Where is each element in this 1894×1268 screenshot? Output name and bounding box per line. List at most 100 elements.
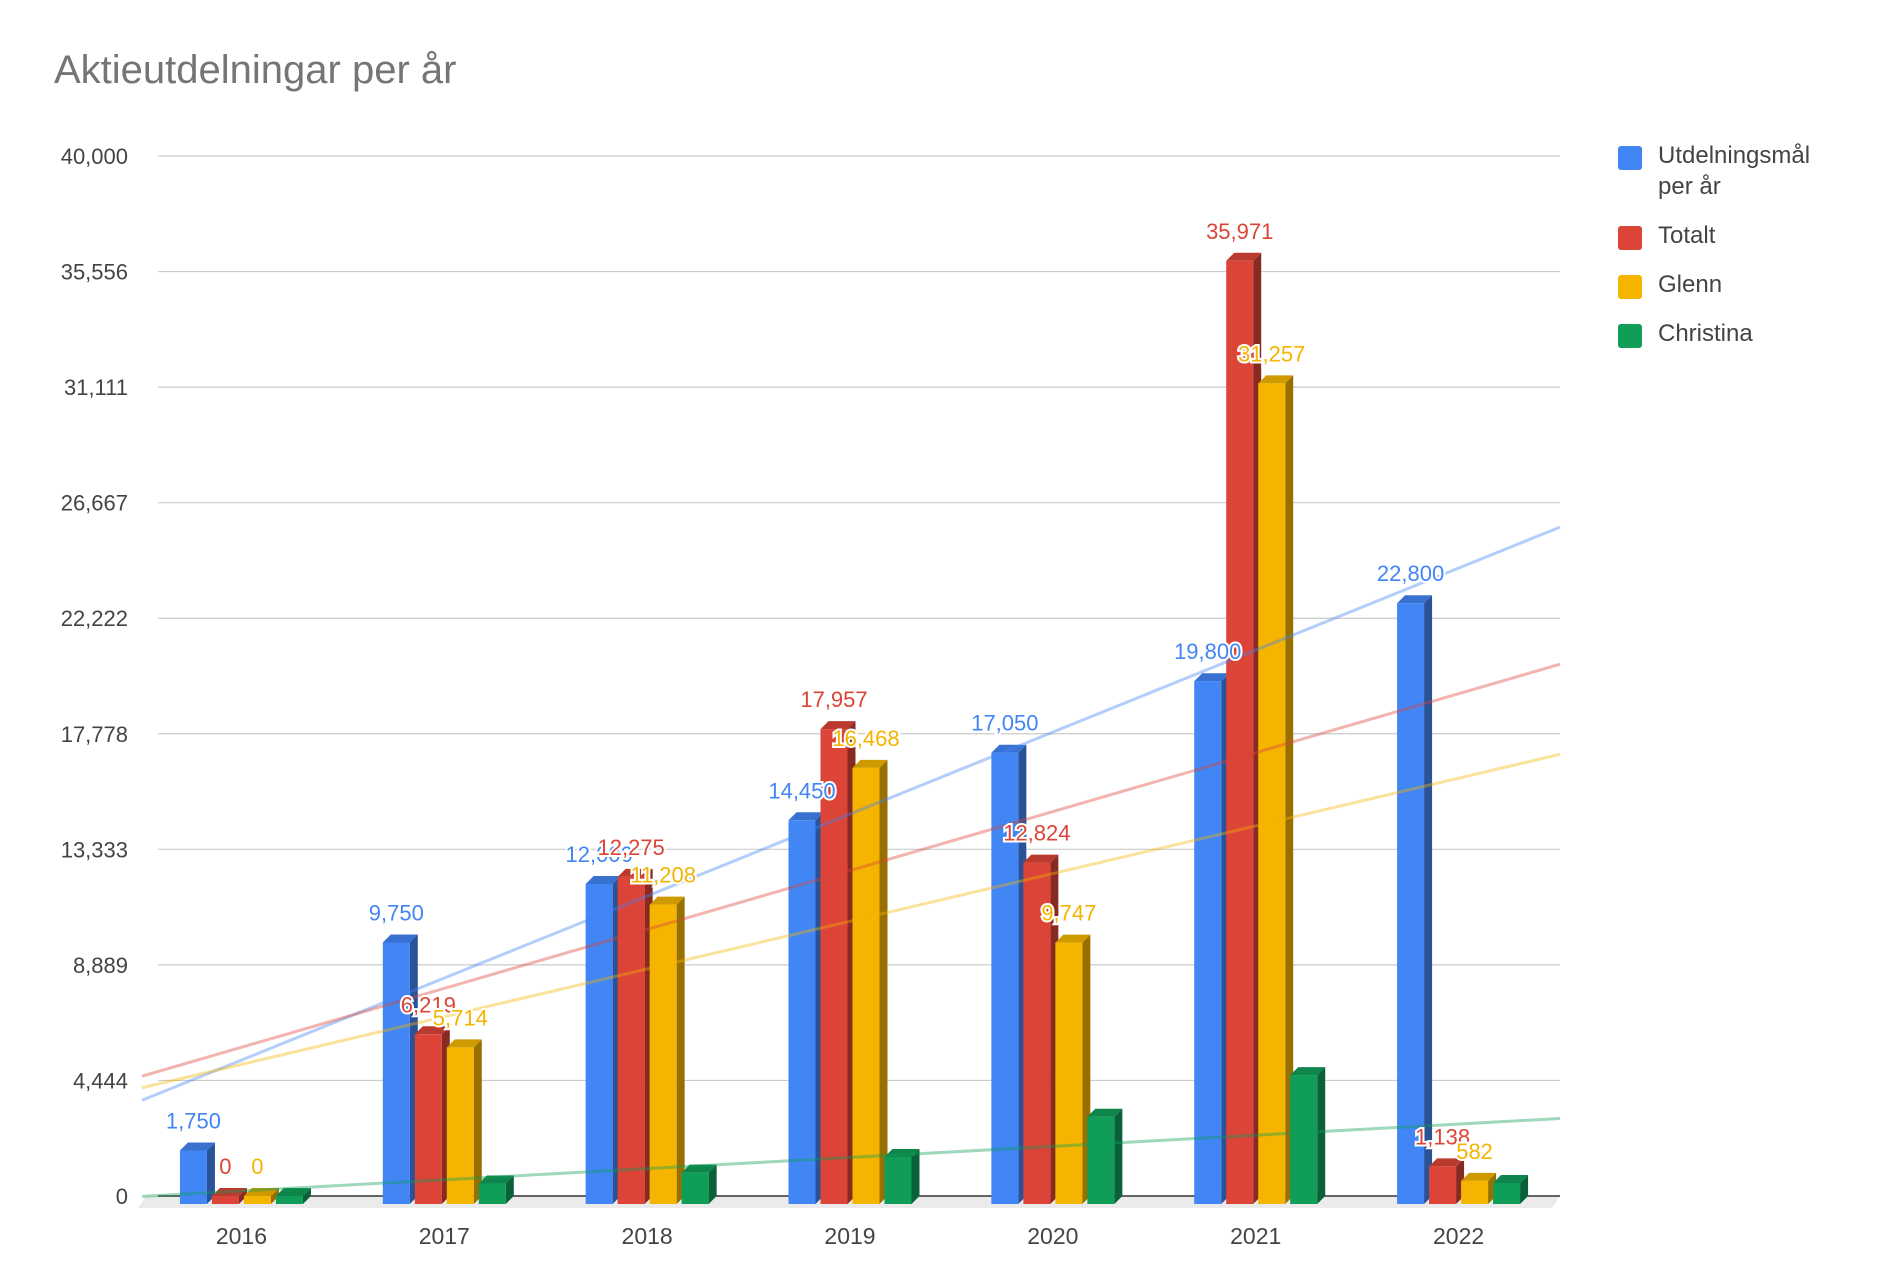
bar-top (1461, 1172, 1497, 1181)
bar-side (676, 896, 685, 1204)
bar-top (1290, 1067, 1326, 1076)
bar (275, 1188, 311, 1204)
data-label: 12,275 (597, 835, 664, 860)
bar (1194, 673, 1230, 1204)
data-label: 5,714 (433, 1005, 488, 1030)
data-label: 16,468 (832, 726, 899, 751)
bar-top (681, 1164, 717, 1173)
data-label: 0 (251, 1154, 263, 1179)
bar-front (820, 729, 848, 1204)
data-label: 12,000 (565, 842, 632, 867)
y-tick-label: 31,111 (64, 375, 128, 400)
y-tick-label: 22,222 (61, 606, 128, 631)
bar (884, 1149, 920, 1204)
bar-top (1055, 934, 1091, 943)
legend-label: Glenn (1658, 271, 1723, 298)
data-label: 17,957 (800, 687, 867, 712)
bar-front (884, 1157, 912, 1204)
bar-front (1055, 942, 1083, 1204)
bar (446, 1039, 482, 1204)
bar (1493, 1175, 1529, 1204)
bar-front (1429, 1166, 1457, 1204)
bar (1226, 252, 1262, 1204)
bar-front (1493, 1183, 1521, 1204)
bar-top (852, 759, 888, 768)
bar-side (473, 1039, 482, 1204)
bar-front (382, 942, 410, 1204)
data-label: 31,257 (1238, 341, 1305, 366)
bar-side (1424, 595, 1433, 1204)
bar-side (708, 1164, 717, 1204)
bar (414, 1026, 450, 1204)
legend-label: Utdelningsmål per år (1658, 142, 1811, 200)
bar-front (1397, 603, 1425, 1204)
legend-item-christina[interactable]: Christina (1618, 318, 1848, 349)
bar (478, 1175, 514, 1204)
bar-top (1397, 595, 1433, 604)
bar (1429, 1158, 1465, 1204)
bar-top (1087, 1108, 1123, 1117)
data-label: 582 (1456, 1139, 1493, 1164)
bar-top (382, 934, 418, 943)
bar-top (1023, 854, 1059, 863)
bar (1461, 1172, 1497, 1204)
legend-item-totalt[interactable]: Totalt (1618, 220, 1848, 251)
bar (617, 868, 653, 1204)
bar-side (302, 1188, 311, 1204)
bar-top (788, 812, 824, 821)
bar-front (478, 1183, 506, 1204)
bar-front (585, 884, 613, 1204)
legend-label: Christina (1658, 320, 1753, 347)
data-label: 19,800 (1174, 639, 1241, 664)
bar-top (275, 1188, 311, 1196)
bar-side (1520, 1175, 1529, 1204)
data-label: 9,747 (1041, 901, 1096, 926)
bar-front (1258, 383, 1286, 1204)
bar-front (446, 1047, 474, 1204)
bar-top (243, 1188, 279, 1196)
data-label: 22,800 (1377, 561, 1444, 586)
legend-item-utdelningsmal[interactable]: Utdelningsmål per år (1618, 140, 1848, 202)
data-label: 6,219 (401, 992, 456, 1017)
bar-front (211, 1196, 239, 1204)
x-tick-label: 2022 (1433, 1223, 1484, 1249)
bar (1055, 934, 1091, 1204)
bar-side (270, 1188, 279, 1204)
trendline (141, 752, 1561, 1090)
x-tick-label: 2018 (622, 1223, 673, 1249)
bar (991, 744, 1027, 1204)
data-label: 12,824 (1003, 821, 1070, 846)
bar-top (414, 1026, 450, 1035)
trendline (141, 1117, 1561, 1198)
y-tick-label: 17,778 (61, 722, 128, 747)
bar-top (1493, 1175, 1529, 1183)
bar-top (211, 1188, 247, 1196)
bar-front (275, 1196, 303, 1204)
y-tick-label: 13,333 (61, 837, 128, 862)
data-label: 11,208 (630, 863, 696, 888)
data-label: 1,750 (166, 1109, 221, 1134)
y-tick-label: 0 (116, 1184, 128, 1209)
bar-front (1461, 1180, 1489, 1204)
bar (382, 934, 418, 1204)
bar-top (478, 1175, 514, 1184)
data-label: 1,138 (1415, 1124, 1470, 1149)
y-tick-label: 8,889 (73, 953, 128, 978)
x-tick-label: 2017 (419, 1223, 470, 1249)
bar (852, 759, 888, 1204)
data-label: 9,750 (369, 901, 424, 926)
bar-side (1317, 1067, 1326, 1204)
legend-item-glenn[interactable]: Glenn (1618, 269, 1848, 300)
bar-front (1290, 1075, 1318, 1204)
bars (179, 252, 1529, 1204)
bar-side (1285, 375, 1294, 1204)
bar-side (505, 1175, 514, 1204)
bar-front (852, 767, 880, 1204)
bar-front (649, 904, 677, 1204)
bar (788, 812, 824, 1204)
legend-swatch (1618, 324, 1642, 348)
bar-front (414, 1034, 442, 1204)
legend-swatch (1618, 146, 1642, 170)
trendline (141, 662, 1561, 1078)
bar-front (243, 1196, 271, 1204)
